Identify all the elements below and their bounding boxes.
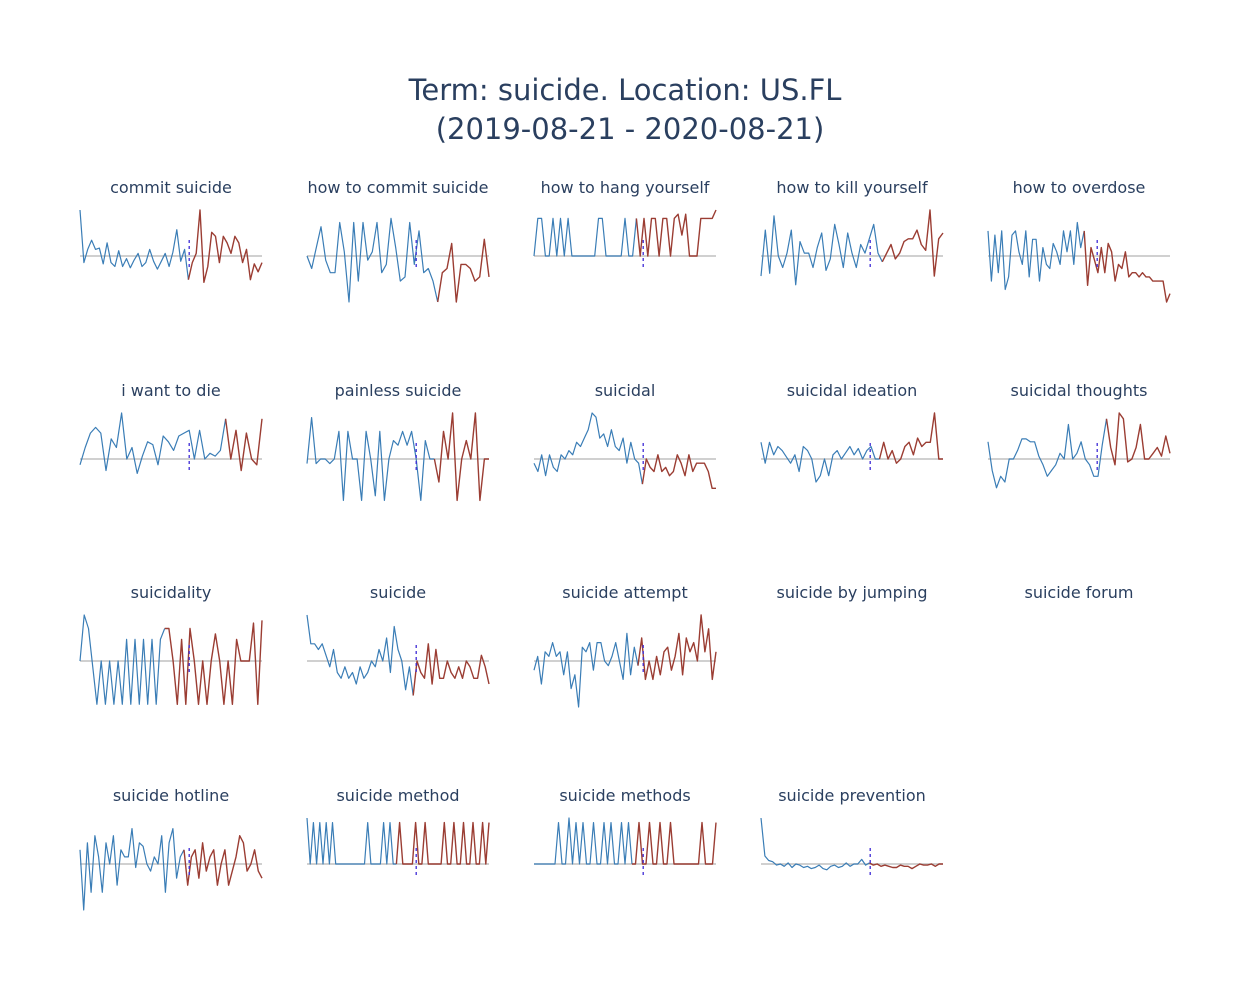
series-line-before — [306, 614, 414, 696]
series-line-before — [79, 827, 185, 911]
panel-title: suicide methods — [559, 786, 690, 805]
panel-suicide-prevention: suicide prevention — [760, 786, 943, 878]
panel-title: suicide attempt — [562, 583, 687, 602]
panel-commit-suicide: commit suicide — [79, 178, 263, 283]
panel-title: suicide hotline — [113, 786, 229, 805]
panel-suicide-methods: suicide methods — [534, 786, 717, 878]
panel-how-to-overdose: how to overdose — [987, 178, 1171, 303]
panel-how-to-commit-suicide: how to commit suicide — [306, 178, 490, 303]
series-line-after — [635, 209, 717, 257]
panel-suicide: suicide — [306, 583, 490, 696]
panel-title: suicide forum — [1025, 583, 1134, 602]
panel-title: suicide — [370, 583, 426, 602]
panel-title: how to kill yourself — [776, 178, 928, 197]
series-line-after — [1083, 230, 1171, 303]
series-line-after — [1105, 412, 1171, 466]
series-line-before — [760, 817, 870, 871]
panel-i-want-to-die: i want to die — [79, 381, 263, 474]
series-line-after — [433, 412, 489, 502]
series-line-before — [987, 418, 1108, 489]
series-line-after — [224, 418, 263, 472]
panel-suicidal: suicidal — [533, 381, 716, 489]
series-line-after — [637, 614, 717, 681]
panel-title: how to hang yourself — [541, 178, 710, 197]
panel-title: suicide prevention — [778, 786, 926, 805]
panel-title: how to commit suicide — [308, 178, 489, 197]
panel-title: suicidality — [131, 583, 212, 602]
panel-title: suicidal — [595, 381, 656, 400]
series-line-before — [534, 817, 633, 865]
series-line-after — [187, 209, 263, 283]
panel-title: painless suicide — [335, 381, 462, 400]
series-line-after — [878, 412, 943, 464]
series-line-before — [533, 632, 639, 708]
panel-title: suicide by jumping — [776, 583, 927, 602]
series-line-after — [881, 209, 944, 277]
series-line-after — [869, 862, 943, 870]
series-line-after — [412, 643, 490, 696]
panel-title: suicidal ideation — [787, 381, 918, 400]
series-line-before — [79, 209, 189, 280]
series-line-before — [79, 412, 227, 474]
series-line-before — [760, 215, 883, 286]
panel-suicide-by-jumping: suicide by jumping — [776, 583, 927, 602]
panel-title: how to overdose — [1013, 178, 1146, 197]
series-line-after — [641, 454, 716, 489]
panel-title: commit suicide — [110, 178, 232, 197]
series-line-after — [437, 238, 490, 303]
panel-title: i want to die — [121, 381, 221, 400]
series-line-before — [306, 417, 435, 501]
panel-title: suicide method — [336, 786, 459, 805]
series-line-before — [760, 441, 880, 483]
series-line-after — [632, 821, 717, 865]
panel-suicidal-thoughts: suicidal thoughts — [987, 381, 1171, 489]
series-line-before — [306, 817, 397, 865]
panel-suicide-forum: suicide forum — [1025, 583, 1134, 602]
panel-suicidal-ideation: suicidal ideation — [760, 381, 943, 483]
series-line-after — [164, 620, 263, 705]
series-line-before — [79, 614, 166, 705]
panel-suicidality: suicidality — [79, 583, 263, 705]
panel-suicide-hotline: suicide hotline — [79, 786, 263, 911]
panel-how-to-kill-yourself: how to kill yourself — [760, 178, 944, 286]
panel-painless-suicide: painless suicide — [306, 381, 489, 502]
series-line-before — [987, 221, 1085, 291]
chart-title-line-2: (2019-08-21 - 2020-08-21) — [436, 112, 825, 146]
panel-title: suicidal thoughts — [1011, 381, 1148, 400]
panel-suicide-attempt: suicide attempt — [533, 583, 717, 708]
chart-title-line-1: Term: suicide. Location: US.FL — [408, 73, 842, 107]
series-line-before — [533, 412, 643, 485]
series-line-before — [533, 217, 637, 257]
series-line-after — [395, 821, 490, 865]
panel-how-to-hang-yourself: how to hang yourself — [533, 178, 717, 270]
panel-suicide-method: suicide method — [306, 786, 490, 878]
series-line-after — [183, 835, 263, 886]
panel-grid: commit suicide how to commit suicide how t… — [79, 178, 1171, 911]
